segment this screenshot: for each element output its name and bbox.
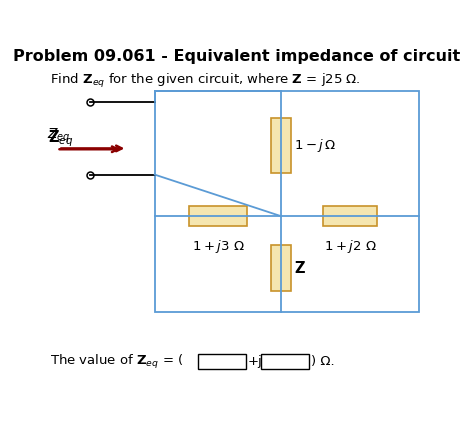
Text: Find $\mathbf{Z}_{eq}$ for the given circuit, where $\mathbf{Z}$ = j25 Ω.: Find $\mathbf{Z}_{eq}$ for the given cir… — [50, 72, 361, 90]
Bar — [261, 354, 310, 369]
Text: The value of $\mathbf{Z}_{eq}$ = (: The value of $\mathbf{Z}_{eq}$ = ( — [50, 353, 183, 371]
Text: $\mathbf{Z}_{eq}$: $\mathbf{Z}_{eq}$ — [48, 128, 73, 149]
Text: $Z_{eq}$: $Z_{eq}$ — [46, 127, 70, 145]
Bar — [271, 119, 291, 173]
Text: +j: +j — [248, 355, 263, 368]
Text: ) Ω.: ) Ω. — [311, 355, 335, 368]
Bar — [155, 91, 419, 312]
Text: $\mathbf{Z}$: $\mathbf{Z}$ — [294, 260, 306, 276]
Bar — [271, 245, 291, 291]
Text: Problem 09.061 - Equivalent impedance of circuit: Problem 09.061 - Equivalent impedance of… — [13, 49, 461, 64]
Text: $1+j2\ \Omega$: $1+j2\ \Omega$ — [324, 238, 376, 255]
Bar — [323, 206, 377, 226]
Text: $1+j3\ \Omega$: $1+j3\ \Omega$ — [191, 238, 244, 255]
Bar — [198, 354, 246, 369]
Text: $1-j\,\Omega$: $1-j\,\Omega$ — [294, 137, 337, 154]
Bar — [189, 206, 247, 226]
